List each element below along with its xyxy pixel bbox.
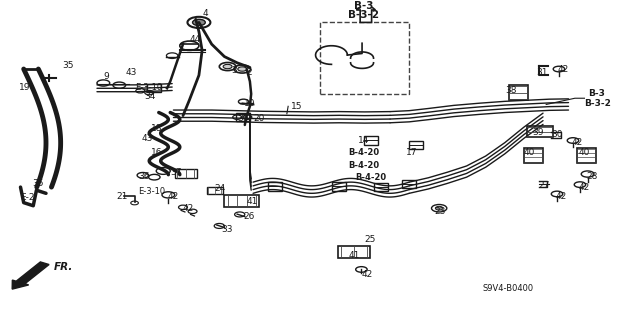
Text: S9V4-B0400: S9V4-B0400 [483, 284, 534, 293]
Text: 36: 36 [138, 172, 150, 181]
Text: E-2: E-2 [20, 194, 35, 203]
Bar [236, 113, 250, 121]
Bar [175, 169, 197, 178]
Bar [364, 137, 378, 145]
Circle shape [435, 206, 443, 210]
FancyArrow shape [12, 262, 49, 289]
Text: B-4-20: B-4-20 [349, 161, 380, 170]
Text: 34: 34 [145, 93, 156, 101]
Text: 41: 41 [246, 197, 258, 205]
Bar [527, 126, 552, 137]
Circle shape [193, 19, 205, 26]
Text: 23: 23 [435, 207, 446, 217]
Bar [268, 182, 282, 190]
Bar [408, 141, 422, 149]
Text: 38: 38 [505, 86, 516, 95]
Text: 9: 9 [103, 72, 109, 81]
Text: 43: 43 [125, 68, 137, 77]
Text: 26: 26 [244, 212, 255, 221]
Bar [524, 148, 543, 163]
Text: 15: 15 [291, 102, 303, 111]
Text: B-4-20: B-4-20 [355, 173, 386, 182]
Text: B-4-20: B-4-20 [349, 148, 380, 157]
Bar [577, 148, 596, 163]
Text: 30: 30 [551, 130, 563, 139]
Text: 14: 14 [358, 136, 370, 145]
Bar [332, 182, 346, 190]
Text: 17: 17 [406, 148, 417, 157]
Text: E-3-10: E-3-10 [135, 83, 163, 92]
Bar [402, 180, 416, 188]
Text: 35: 35 [32, 180, 44, 189]
Text: 28: 28 [586, 172, 598, 181]
Text: 42: 42 [578, 182, 589, 192]
Text: 40: 40 [578, 148, 589, 157]
Text: B-3: B-3 [588, 89, 605, 98]
Bar [338, 246, 370, 258]
Bar [320, 22, 409, 94]
Text: 16: 16 [151, 148, 163, 157]
Text: 39: 39 [532, 128, 544, 137]
Text: 42: 42 [362, 270, 372, 278]
Bar [374, 183, 388, 191]
Bar [147, 84, 161, 92]
Text: 18: 18 [151, 123, 163, 133]
Text: 33: 33 [221, 225, 233, 234]
Text: 36: 36 [237, 114, 249, 123]
Text: E-3-10: E-3-10 [138, 187, 166, 196]
Text: B-3-2: B-3-2 [348, 10, 379, 20]
Text: 41: 41 [349, 251, 360, 260]
Circle shape [223, 64, 232, 69]
Bar [225, 196, 259, 207]
Bar [509, 85, 529, 100]
Text: 2: 2 [246, 68, 252, 77]
Text: 42: 42 [572, 137, 583, 146]
Circle shape [238, 67, 246, 71]
FancyArrow shape [356, 2, 376, 22]
Text: 31: 31 [537, 68, 548, 77]
Text: 44: 44 [189, 35, 200, 44]
Text: 42: 42 [183, 204, 195, 213]
Text: FR.: FR. [54, 262, 73, 272]
Text: 19: 19 [19, 83, 31, 92]
Text: 21: 21 [116, 192, 127, 201]
Text: 40: 40 [524, 148, 535, 157]
Text: 42: 42 [167, 192, 179, 201]
Text: B-3: B-3 [353, 1, 373, 11]
Text: B-3-2: B-3-2 [584, 99, 611, 108]
Text: 20: 20 [253, 114, 264, 123]
Text: 4: 4 [202, 9, 208, 18]
Text: 42: 42 [557, 64, 569, 73]
Text: 3: 3 [231, 66, 237, 75]
Text: 24: 24 [215, 184, 226, 193]
Text: 43: 43 [141, 134, 153, 144]
Text: 37: 37 [170, 168, 182, 177]
Text: 10: 10 [244, 99, 255, 108]
Text: 27: 27 [539, 181, 550, 190]
Text: 42: 42 [556, 192, 567, 201]
Text: 25: 25 [365, 235, 376, 244]
Text: 35: 35 [62, 62, 74, 70]
Bar [207, 187, 223, 194]
